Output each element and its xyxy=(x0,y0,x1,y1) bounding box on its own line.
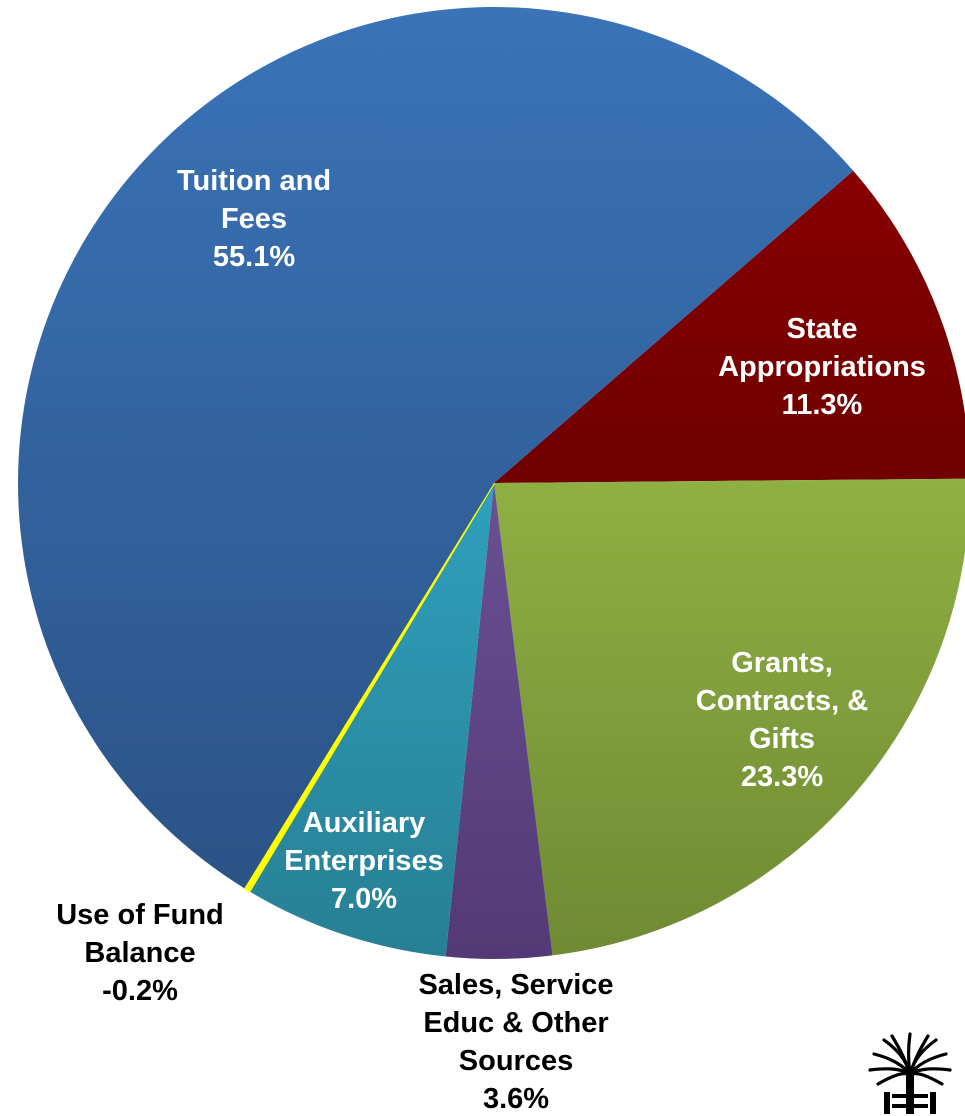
label-tuition-and-fees: Tuition and Fees 55.1% xyxy=(177,165,331,273)
data-label-category: Auxiliary xyxy=(303,807,426,839)
data-label-percent: -0.2% xyxy=(102,975,178,1007)
label-grants-contracts-gifts: Grants, Contracts, & Gifts 23.3% xyxy=(696,647,868,793)
label-sales-service-other: Sales, Service Educ & Other Sources 3.6% xyxy=(418,969,613,1115)
label-use-of-fund-balance: Use of Fund Balance -0.2% xyxy=(56,899,224,1007)
data-label-category: Sources xyxy=(459,1045,573,1077)
data-label-category: Contracts, & xyxy=(696,685,868,717)
data-label-percent: 7.0% xyxy=(331,883,397,915)
slice-use-of-fund-balance xyxy=(243,482,495,893)
data-label-category: Tuition and xyxy=(177,165,331,197)
data-label-percent: 11.3% xyxy=(782,389,863,421)
label-auxiliary-enterprises: Auxiliary Enterprises 7.0% xyxy=(284,807,444,915)
slice-state-appropriations xyxy=(494,170,965,483)
data-label-percent: 23.3% xyxy=(741,761,823,793)
data-label-category: Fees xyxy=(221,203,287,235)
data-label-category: State xyxy=(787,313,858,345)
slice-sales-service-other xyxy=(445,483,553,959)
data-label-percent: 55.1% xyxy=(213,241,295,273)
slice-tuition-and-fees xyxy=(18,7,854,889)
palmetto-tree-logo-icon xyxy=(868,1032,952,1114)
data-label-category: Balance xyxy=(84,937,195,969)
data-label-category: Use of Fund xyxy=(56,899,224,931)
data-label-category: Enterprises xyxy=(284,845,444,877)
data-label-category: Grants, xyxy=(731,647,833,679)
data-label-category: Appropriations xyxy=(718,351,926,383)
data-label-percent: 3.6% xyxy=(483,1083,549,1115)
slice-auxiliary-enterprises xyxy=(249,483,494,957)
data-label-category: Sales, Service xyxy=(418,969,613,1001)
data-label-category: Gifts xyxy=(749,723,815,755)
label-state-appropriations: State Appropriations 11.3% xyxy=(718,313,926,421)
slice-grants-contracts-gifts xyxy=(494,478,965,956)
data-label-category: Educ & Other xyxy=(423,1007,608,1039)
